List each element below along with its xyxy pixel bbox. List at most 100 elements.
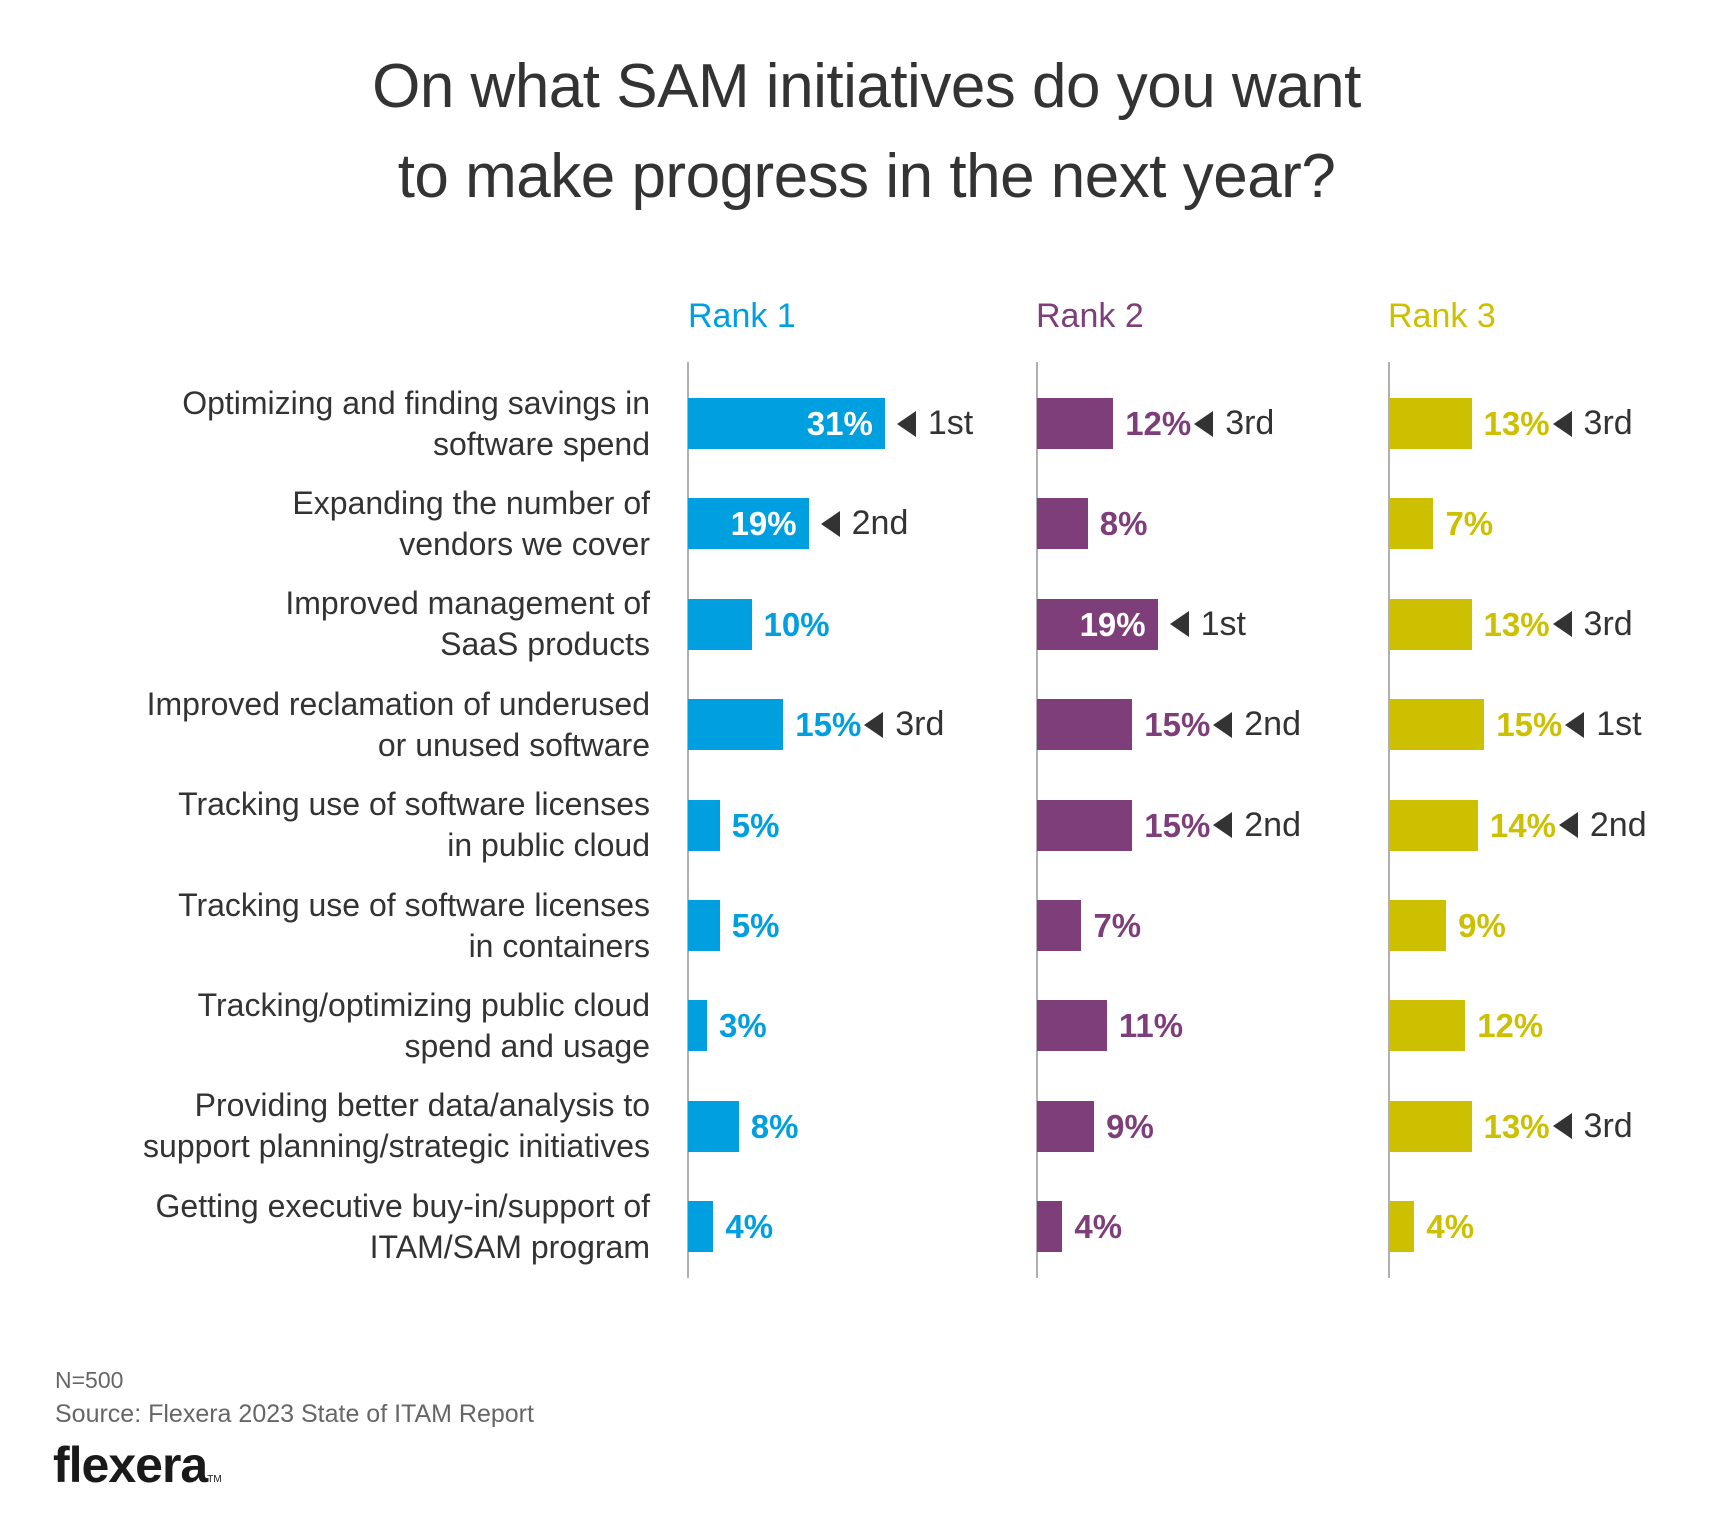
series-header-rank-1: Rank 1 <box>688 297 796 335</box>
bar-rank-3 <box>1389 699 1485 751</box>
data-label: 31% <box>806 405 873 442</box>
category-label-line: in containers <box>468 927 650 964</box>
category-label: Providing better data/analysis to support… <box>10 1085 650 1167</box>
rank-marker-text: 2nd <box>1244 805 1301 844</box>
category-label-line: Getting executive buy-in/support of <box>155 1187 651 1224</box>
data-label: 3% <box>719 1007 767 1045</box>
rank-marker: 3rd <box>1194 398 1274 449</box>
logo-text: flexera <box>53 1437 208 1493</box>
bar-rank-1 <box>688 398 885 449</box>
bar-rank-2 <box>1037 699 1133 751</box>
chart-title: On what SAM initiatives do you want to m… <box>0 42 1733 222</box>
data-label: 15% <box>1144 806 1211 844</box>
category-label-line: Tracking use of software licenses <box>178 886 650 923</box>
bar-rank-2 <box>1037 398 1114 449</box>
category-label: Optimizing and finding savings in softwar… <box>10 383 650 465</box>
triangle-left-icon <box>896 410 916 437</box>
chart-title-line-1: On what SAM initiatives do you want <box>372 52 1361 121</box>
data-label: 12% <box>1125 405 1192 442</box>
data-label: 7% <box>1445 505 1494 543</box>
bar-rank-1 <box>688 900 720 951</box>
rank-marker-text: 3rd <box>1583 404 1633 442</box>
data-label: 19% <box>730 505 797 543</box>
data-label: 10% <box>763 605 830 643</box>
category-label-line: support planning/strategic initiatives <box>143 1128 650 1165</box>
data-label: 13% <box>1483 405 1550 442</box>
data-label: 15% <box>795 706 862 744</box>
rank-marker: 3rd <box>1552 1101 1633 1152</box>
rank-marker-text: 2nd <box>1589 805 1647 844</box>
category-label-line: SaaS products <box>440 626 650 663</box>
data-label: 13% <box>1483 1107 1550 1145</box>
triangle-left-icon <box>1552 611 1572 638</box>
source-note: Source: Flexera 2023 State of ITAM Repor… <box>55 1400 534 1428</box>
data-label: 8% <box>1099 505 1148 543</box>
category-label-line: Improved reclamation of underused <box>146 685 650 722</box>
category-label-line: Optimizing and finding savings in <box>182 384 650 421</box>
category-label-line: vendors we cover <box>399 525 650 562</box>
rank-marker: 2nd <box>1213 800 1301 851</box>
bar-rank-2 <box>1037 799 1133 851</box>
bar-rank-3 <box>1389 1000 1466 1052</box>
rank-marker-text: 2nd <box>851 504 909 543</box>
bar-rank-3 <box>1389 498 1434 550</box>
data-label: 9% <box>1458 907 1506 944</box>
rank-marker: 3rd <box>1552 398 1633 449</box>
data-label: 14% <box>1489 806 1556 844</box>
category-label-line: Tracking/optimizing public cloud <box>197 986 650 1023</box>
category-label-line: Tracking use of software licenses <box>178 786 650 823</box>
category-label-line: in public cloud <box>447 827 650 864</box>
bar-rank-3 <box>1389 598 1472 650</box>
triangle-left-icon <box>1213 711 1233 738</box>
bar-rank-1 <box>688 1000 708 1052</box>
rank-marker-text: 3rd <box>1225 404 1275 442</box>
series-header-rank-2: Rank 2 <box>1036 297 1144 335</box>
triangle-left-icon <box>1194 410 1214 437</box>
category-label-line: or unused software <box>377 726 650 763</box>
bar-rank-3 <box>1389 799 1478 851</box>
category-label-line: Expanding the number of <box>292 484 650 521</box>
bar-rank-2 <box>1037 498 1088 550</box>
rank-marker-text: 3rd <box>895 705 945 744</box>
sample-size-note: N=500 <box>55 1367 124 1393</box>
data-label: 15% <box>1496 706 1563 744</box>
triangle-left-icon <box>1552 1113 1572 1140</box>
series-header-rank-3: Rank 3 <box>1388 297 1496 335</box>
rank-marker: 1st <box>1565 699 1642 750</box>
rank-marker: 1st <box>896 398 974 449</box>
data-label: 5% <box>731 907 780 944</box>
data-label: 12% <box>1477 1007 1544 1045</box>
data-label: 4% <box>1074 1208 1123 1246</box>
rank-marker: 1st <box>1169 599 1246 650</box>
logo-trademark: TM <box>207 1474 222 1485</box>
data-label: 4% <box>1426 1208 1475 1246</box>
data-label: 5% <box>731 806 780 844</box>
triangle-left-icon <box>820 510 840 537</box>
rank-marker: 2nd <box>820 498 909 549</box>
rank-marker-text: 1st <box>927 404 974 442</box>
data-label: 19% <box>1079 605 1146 643</box>
bar-rank-1 <box>688 498 809 550</box>
flexera-logo: flexeraTM <box>53 1436 222 1494</box>
category-label: Tracking use of software licenses in cont… <box>10 885 650 967</box>
bar-rank-3 <box>1389 900 1447 951</box>
bar-rank-1 <box>688 799 720 851</box>
data-label: 7% <box>1093 907 1142 944</box>
bar-rank-2 <box>1037 1201 1063 1253</box>
bar-rank-1 <box>688 598 752 650</box>
data-label: 9% <box>1106 1107 1154 1145</box>
bar-rank-3 <box>1389 1201 1415 1253</box>
rank-marker-text: 1st <box>1200 604 1246 643</box>
rank-marker-text: 2nd <box>1244 705 1301 744</box>
data-label: 11% <box>1118 1007 1184 1045</box>
bar-rank-2 <box>1037 1100 1095 1152</box>
rank-marker-text: 1st <box>1596 705 1642 744</box>
rank-marker-text: 3rd <box>1583 1106 1633 1145</box>
bar-rank-1 <box>688 1201 714 1253</box>
data-label: 8% <box>750 1107 799 1145</box>
triangle-left-icon <box>1565 711 1585 738</box>
category-label: Tracking use of software licenses in publ… <box>10 784 650 866</box>
rank-marker-text: 3rd <box>1583 604 1633 643</box>
category-label-line: software spend <box>432 425 650 462</box>
triangle-left-icon <box>864 711 884 738</box>
